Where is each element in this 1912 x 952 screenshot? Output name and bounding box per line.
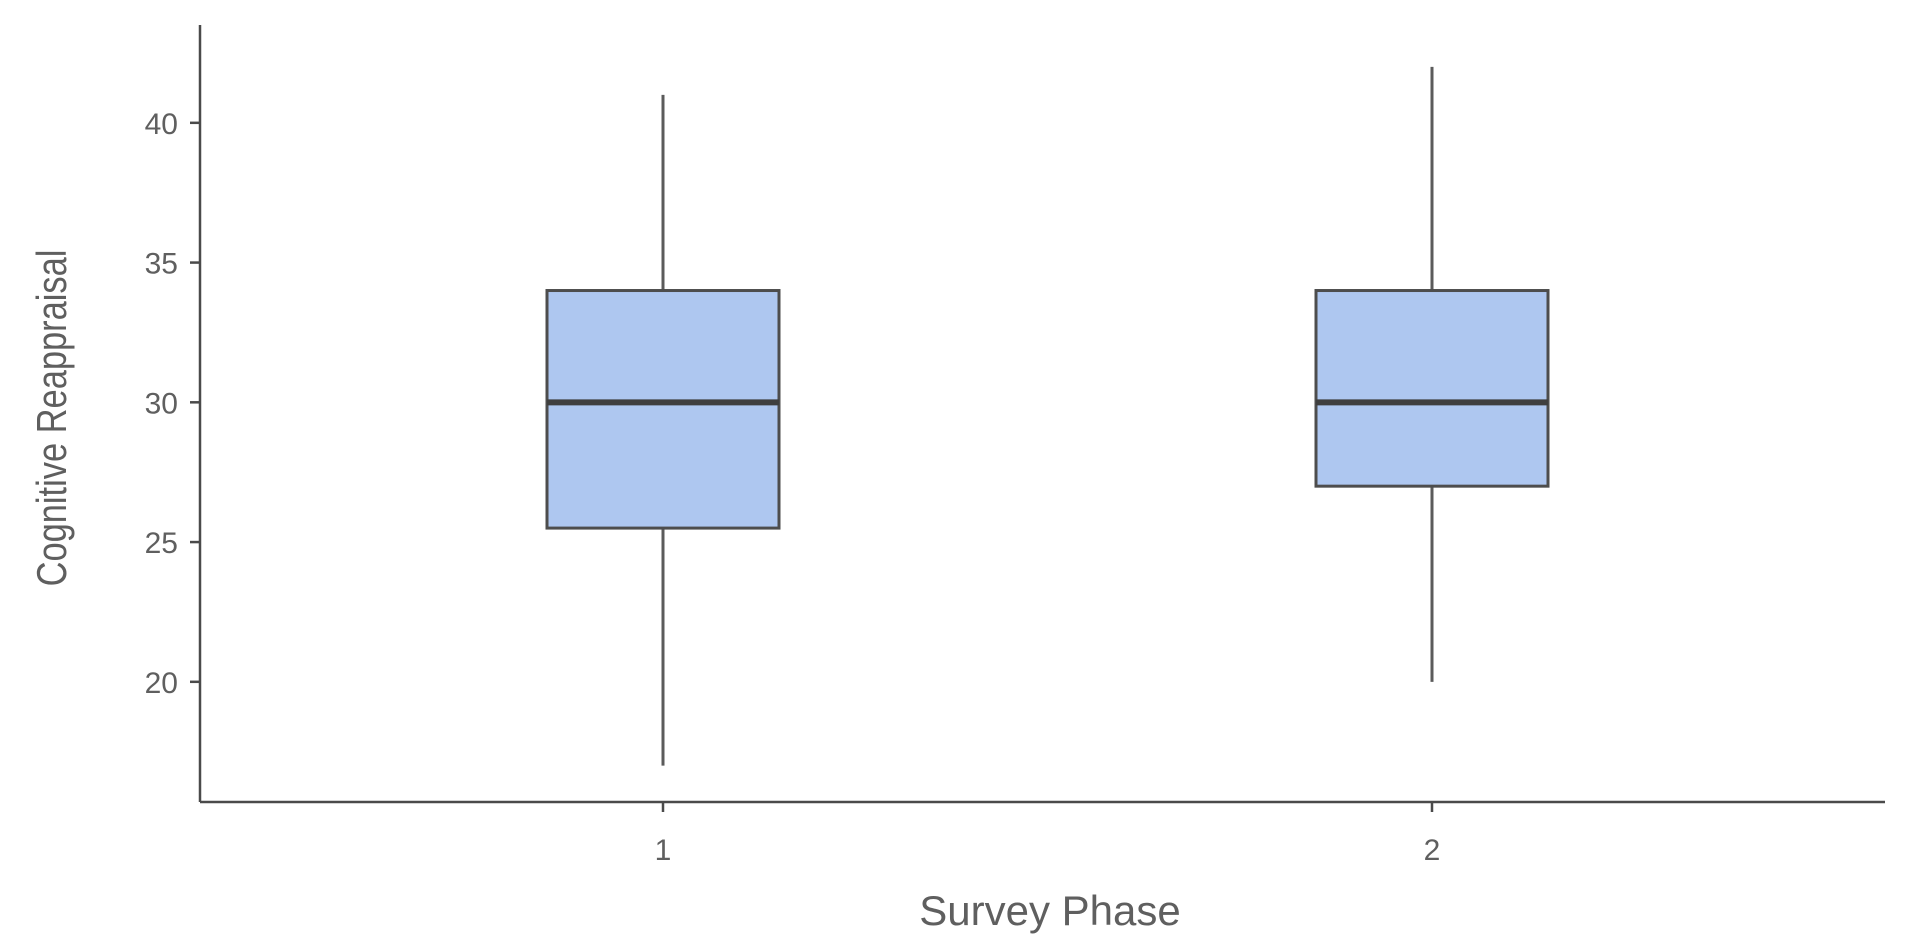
y-axis-ticks: 20 25 30 35 40: [145, 108, 200, 700]
box-group-2: [1314, 66, 1550, 682]
y-tick-label: 20: [145, 667, 178, 700]
x-tick-label: 1: [655, 834, 672, 867]
y-tick-label: 40: [145, 108, 178, 141]
y-axis-title: Cognitive Reappraisal: [29, 250, 76, 587]
boxes: [545, 66, 1550, 766]
x-axis-title: Survey Phase: [919, 887, 1180, 934]
y-tick-label: 30: [145, 387, 178, 420]
box-group-1: [545, 94, 781, 766]
iqr-box: [545, 289, 781, 530]
x-tick-label: 2: [1424, 834, 1441, 867]
y-tick-label: 25: [145, 527, 178, 560]
iqr-box: [1314, 289, 1550, 488]
y-tick-label: 35: [145, 248, 178, 281]
